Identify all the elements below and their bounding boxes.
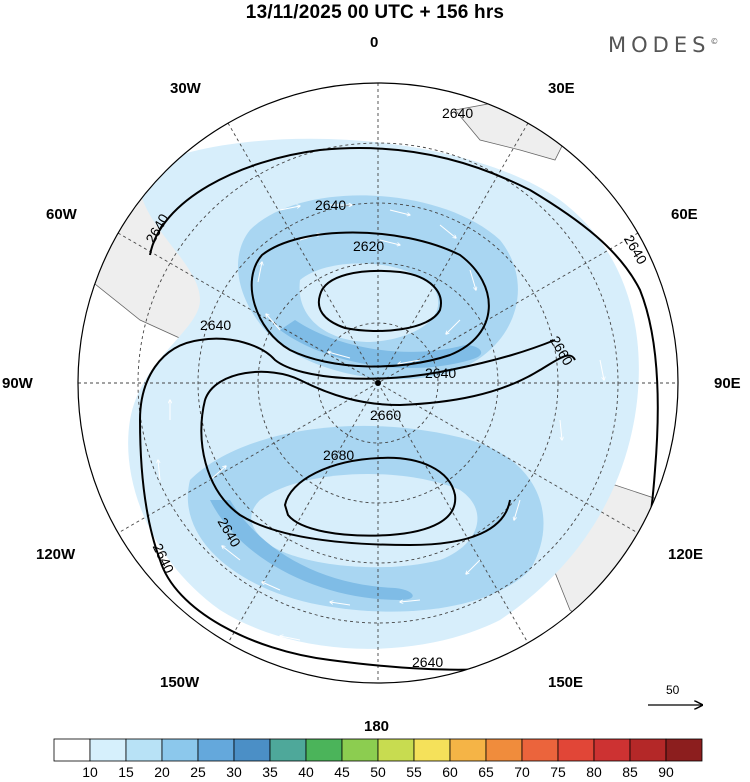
longitude-label-60w: 60W <box>46 206 77 223</box>
colorbar-tick-label: 55 <box>406 764 422 780</box>
colorbar-swatch <box>665 738 703 762</box>
wind-vector <box>257 262 262 283</box>
colorbar-swatch <box>629 738 667 762</box>
longitude-label-90w: 90W <box>2 375 33 392</box>
colorbar-swatch <box>485 738 523 762</box>
wind-vector <box>398 359 421 364</box>
wind-vector <box>559 419 562 440</box>
colorbar-tick-label: 30 <box>226 764 242 780</box>
colorbar-swatch <box>413 738 451 762</box>
colorbar-tick-label: 70 <box>514 764 530 780</box>
page-title: 13/11/2025 00 UTC + 156 hrs <box>245 2 505 23</box>
contour-2660 <box>200 354 576 547</box>
colorbar-swatch <box>449 738 487 762</box>
reference-vector-label: 50 <box>666 683 680 697</box>
contour-label: 2640 <box>200 317 231 333</box>
wind-vector <box>440 639 461 644</box>
colorbar-tick-label: 50 <box>370 764 386 780</box>
colorbar-swatch <box>125 738 163 762</box>
contour-label: 2640 <box>442 105 473 121</box>
colorbar-tick-label: 20 <box>154 764 170 780</box>
longitude-label-0: 0 <box>370 34 379 51</box>
colorbar-tick-label: 10 <box>82 764 98 780</box>
map-boundary <box>77 82 679 684</box>
contour-2640-outer <box>138 147 659 671</box>
wind-vector <box>599 359 604 380</box>
wind-vector <box>439 224 456 238</box>
colorbar-swatch <box>53 738 91 762</box>
brand-logo: MODES© <box>608 33 718 57</box>
contour-label: 2640 <box>425 365 456 381</box>
longitude-label-180: 180 <box>364 718 390 735</box>
colorbar-tick-label: 60 <box>442 764 458 780</box>
contour-label: 2640 <box>315 197 346 213</box>
wind-vector <box>446 319 461 334</box>
jet-core-south <box>210 500 413 600</box>
colorbar-tick-label: 45 <box>334 764 350 780</box>
colorbar-swatch <box>521 738 559 762</box>
colorbar-tick-label: 90 <box>658 764 674 780</box>
contour-2640-inner <box>250 231 490 368</box>
jet-shading <box>128 138 639 649</box>
wind-vector <box>209 466 226 481</box>
colorbar <box>53 738 703 762</box>
wind-vector <box>330 602 351 606</box>
contour-label: 2640 <box>412 654 443 670</box>
colorbar-swatch <box>557 738 595 762</box>
wind-vector <box>279 206 300 211</box>
colorbar-tick-label: 75 <box>550 764 566 780</box>
colorbar-swatch <box>89 738 127 762</box>
height-contours <box>138 147 659 671</box>
colorbar-swatch <box>377 738 415 762</box>
colorbar-tick-label: 35 <box>262 764 278 780</box>
wind-vector <box>469 269 476 290</box>
brand-copyright: © <box>710 37 719 46</box>
wind-vector <box>389 209 410 215</box>
longitude-label-30w: 30W <box>170 80 201 97</box>
longitude-label-90e: 90E <box>714 375 741 392</box>
wind-vector <box>158 460 161 481</box>
wind-vector <box>262 582 281 591</box>
longitude-label-30e: 30E <box>548 80 575 97</box>
colorbar-swatch <box>197 738 235 762</box>
wind-vector <box>328 352 351 359</box>
colorbar-swatch <box>341 738 379 762</box>
wind-vector <box>466 559 481 574</box>
colorbar-swatch <box>233 738 271 762</box>
brand-name: MODES <box>608 33 711 57</box>
wind-vector <box>514 499 521 520</box>
wind-vector <box>400 599 421 602</box>
land-madagascar <box>584 139 611 179</box>
wind-vector <box>280 636 301 641</box>
contour-label: 2660 <box>370 407 401 423</box>
colorbar-tick-label: 65 <box>478 764 494 780</box>
south-pole-marker <box>375 380 381 386</box>
contour-label: 2620 <box>353 238 384 254</box>
colorbar-swatch <box>269 738 307 762</box>
colorbar-tick-label: 80 <box>586 764 602 780</box>
longitude-label-120e: 120E <box>668 546 704 563</box>
contour-label: 2680 <box>323 447 354 463</box>
wind-vector <box>222 546 241 561</box>
colorbar-swatch <box>593 738 631 762</box>
jet-core-north <box>280 320 482 369</box>
colorbar-tick-label: 40 <box>298 764 314 780</box>
contour-2680 <box>283 456 457 537</box>
colorbar-tick-label: 15 <box>118 764 134 780</box>
contour-2620 <box>317 269 442 332</box>
longitude-label-150w: 150W <box>160 674 200 691</box>
colorbar-swatch <box>305 738 343 762</box>
longitude-label-120w: 120W <box>36 546 76 563</box>
wind-vector <box>379 239 400 245</box>
colorbar-tick-label: 85 <box>622 764 638 780</box>
longitude-label-150e: 150E <box>548 674 584 691</box>
wind-vector <box>266 314 281 331</box>
longitude-label-60e: 60E <box>671 206 698 223</box>
colorbar-tick-label: 25 <box>190 764 206 780</box>
colorbar-swatch <box>161 738 199 762</box>
contour-label-group: 2620 2640 2640 2640 2640 2640 2640 2640 … <box>142 105 650 670</box>
